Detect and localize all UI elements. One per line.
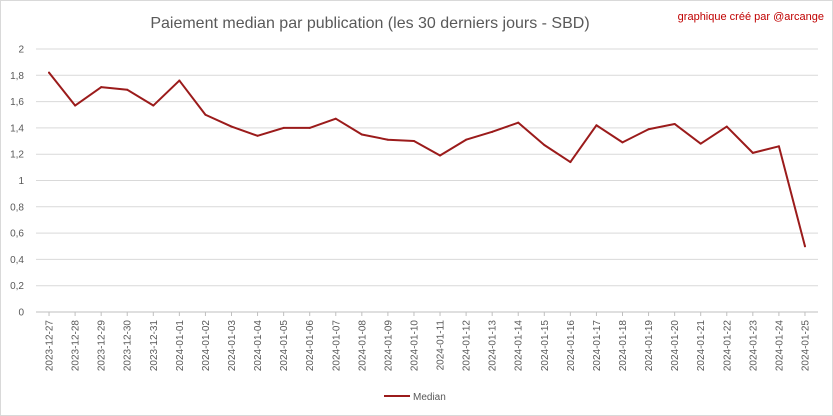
x-tick-label: 2024-01-11 <box>436 320 447 371</box>
gridlines <box>36 48 818 287</box>
x-tick-label: 2024-01-04 <box>253 320 264 372</box>
data-point <box>308 126 311 129</box>
x-tick-label: 2024-01-13 <box>488 320 499 372</box>
data-point <box>100 86 103 89</box>
legend-label-median: Median <box>413 392 446 403</box>
data-point <box>178 79 181 82</box>
data-point <box>412 140 415 143</box>
x-tick-label: 2024-01-25 <box>800 320 811 372</box>
x-tick-label: 2024-01-05 <box>279 320 290 372</box>
data-point <box>621 141 624 144</box>
x-tick-label: 2024-01-19 <box>644 320 655 372</box>
data-point <box>282 126 285 129</box>
x-tick-label: 2024-01-20 <box>670 320 681 372</box>
x-tick-label: 2024-01-08 <box>357 320 368 372</box>
x-tick-label: 2023-12-27 <box>45 320 56 372</box>
y-tick-label: 1,6 <box>10 97 24 108</box>
y-axis-ticks: 0 0,2 0,4 0,6 0,8 1 1,2 1,4 1,6 1,8 2 <box>10 45 24 319</box>
data-point <box>777 145 780 148</box>
data-point <box>126 88 129 91</box>
x-tick-label: 2024-01-16 <box>566 320 577 372</box>
series-layer <box>48 71 806 248</box>
series-line-median <box>48 71 806 248</box>
data-point <box>647 128 650 131</box>
data-point <box>439 154 442 157</box>
x-tick-label: 2023-12-30 <box>123 320 134 372</box>
data-point <box>725 125 728 128</box>
y-tick-label: 1,2 <box>10 150 24 161</box>
chart-title: Paiement median par publication (les 30 … <box>150 15 589 32</box>
data-point <box>569 161 572 164</box>
data-point <box>74 104 77 107</box>
x-tick-label: 2023-12-31 <box>149 320 160 372</box>
data-point <box>673 122 676 125</box>
x-tick-label: 2024-01-01 <box>175 320 186 372</box>
data-point <box>48 71 51 74</box>
data-point <box>751 151 754 154</box>
data-point <box>334 117 337 120</box>
data-point <box>517 121 520 124</box>
data-point <box>230 125 233 128</box>
data-point <box>543 143 546 146</box>
data-point <box>699 142 702 145</box>
x-tick-label: 2024-01-10 <box>409 320 420 372</box>
x-tick-label: 2024-01-06 <box>305 320 316 372</box>
x-tick-label: 2024-01-21 <box>696 320 707 372</box>
y-tick-label: 0,4 <box>10 255 24 266</box>
data-point <box>595 124 598 127</box>
x-tick-label: 2024-01-14 <box>514 320 525 372</box>
y-tick-label: 0 <box>18 308 24 319</box>
x-tick-label: 2024-01-07 <box>331 320 342 372</box>
data-point <box>491 130 494 133</box>
x-tick-label: 2024-01-24 <box>774 320 785 372</box>
data-point <box>256 134 259 137</box>
x-axis-ticks: 2023-12-27 2023-12-28 2023-12-29 2023-12-30… <box>45 312 811 372</box>
x-tick-label: 2024-01-12 <box>462 320 473 372</box>
y-tick-label: 1,4 <box>10 123 24 134</box>
chart-credit: graphique créé par @arcange <box>678 11 824 23</box>
x-tick-label: 2024-01-23 <box>748 320 759 372</box>
data-point <box>803 245 806 248</box>
y-tick-label: 1,8 <box>10 71 24 82</box>
x-tick-label: 2024-01-22 <box>722 320 733 372</box>
data-point <box>204 113 207 116</box>
y-tick-label: 2 <box>18 45 24 56</box>
y-tick-label: 0,8 <box>10 202 24 213</box>
x-tick-label: 2024-01-18 <box>618 320 629 372</box>
y-tick-label: 1 <box>18 176 24 187</box>
x-tick-label: 2023-12-29 <box>97 320 108 372</box>
data-point <box>465 138 468 141</box>
x-tick-label: 2024-01-03 <box>227 320 238 372</box>
data-point <box>386 138 389 141</box>
data-point <box>152 104 155 107</box>
x-tick-label: 2024-01-17 <box>592 320 603 372</box>
y-tick-label: 0,6 <box>10 229 24 240</box>
legend: Median <box>384 392 446 403</box>
y-tick-label: 0,2 <box>10 281 24 292</box>
x-tick-label: 2024-01-09 <box>383 320 394 372</box>
x-tick-label: 2023-12-28 <box>71 320 82 372</box>
x-tick-label: 2024-01-02 <box>201 320 212 372</box>
x-tick-label: 2024-01-15 <box>540 320 551 372</box>
data-point <box>360 133 363 136</box>
